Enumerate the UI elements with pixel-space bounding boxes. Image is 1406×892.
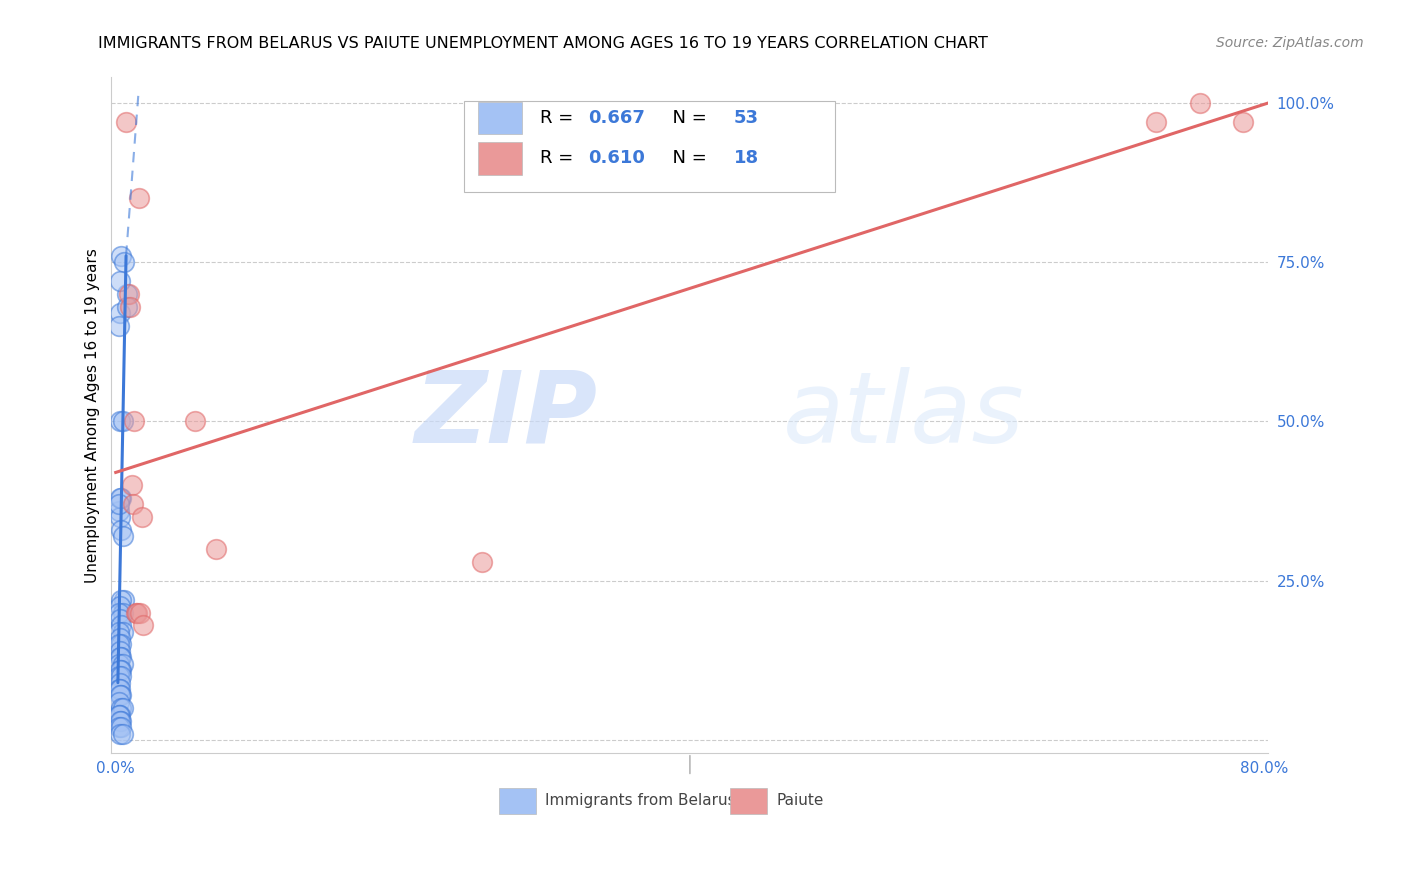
Point bbox=[108, 650, 131, 665]
Point bbox=[108, 306, 131, 320]
Point bbox=[108, 681, 131, 696]
Point bbox=[115, 287, 138, 301]
Text: N =: N = bbox=[661, 109, 713, 127]
Point bbox=[107, 669, 129, 683]
Point bbox=[108, 644, 131, 658]
Text: IMMIGRANTS FROM BELARUS VS PAIUTE UNEMPLOYMENT AMONG AGES 16 TO 19 YEARS CORRELA: IMMIGRANTS FROM BELARUS VS PAIUTE UNEMPL… bbox=[98, 36, 988, 51]
Point bbox=[122, 497, 145, 511]
Point bbox=[107, 606, 129, 620]
Text: Source: ZipAtlas.com: Source: ZipAtlas.com bbox=[1216, 36, 1364, 50]
Point bbox=[110, 592, 132, 607]
Point bbox=[108, 414, 131, 428]
Point bbox=[108, 726, 131, 740]
Point bbox=[108, 599, 131, 614]
Text: 0.667: 0.667 bbox=[588, 109, 645, 127]
Point bbox=[115, 300, 138, 314]
Point bbox=[1232, 115, 1254, 129]
Point bbox=[108, 274, 131, 288]
FancyBboxPatch shape bbox=[730, 788, 768, 814]
Point bbox=[111, 606, 134, 620]
Point bbox=[111, 726, 134, 740]
Text: 53: 53 bbox=[734, 109, 759, 127]
Point bbox=[107, 637, 129, 651]
Text: ZIP: ZIP bbox=[415, 367, 598, 464]
Point bbox=[1188, 95, 1211, 110]
Point bbox=[111, 701, 134, 715]
Point bbox=[111, 624, 134, 639]
Text: atlas: atlas bbox=[783, 367, 1024, 464]
FancyBboxPatch shape bbox=[478, 142, 522, 175]
Point bbox=[108, 675, 131, 690]
Point bbox=[110, 618, 132, 632]
Text: R =: R = bbox=[540, 109, 578, 127]
Point bbox=[108, 491, 131, 505]
FancyBboxPatch shape bbox=[499, 788, 536, 814]
Point bbox=[107, 720, 129, 734]
Point bbox=[127, 606, 149, 620]
Point bbox=[107, 318, 129, 333]
Point bbox=[107, 624, 129, 639]
Point bbox=[128, 192, 150, 206]
Point bbox=[117, 287, 139, 301]
Point bbox=[111, 529, 134, 543]
Point bbox=[183, 414, 205, 428]
Text: N =: N = bbox=[661, 150, 713, 168]
Point bbox=[125, 606, 148, 620]
Point bbox=[107, 707, 129, 722]
Point bbox=[112, 255, 135, 269]
Point bbox=[108, 707, 131, 722]
Point bbox=[471, 555, 494, 569]
Text: Immigrants from Belarus: Immigrants from Belarus bbox=[546, 792, 735, 807]
Point bbox=[110, 650, 132, 665]
Point bbox=[1146, 115, 1168, 129]
Point bbox=[110, 523, 132, 537]
Point bbox=[110, 689, 132, 703]
Point bbox=[110, 637, 132, 651]
Point bbox=[205, 541, 228, 556]
Point bbox=[110, 714, 132, 728]
Point bbox=[124, 414, 146, 428]
Point bbox=[108, 631, 131, 645]
Point bbox=[108, 689, 131, 703]
FancyBboxPatch shape bbox=[464, 101, 835, 193]
Text: Paiute: Paiute bbox=[776, 792, 824, 807]
Text: 18: 18 bbox=[734, 150, 759, 168]
Text: 0.610: 0.610 bbox=[588, 150, 645, 168]
Point bbox=[120, 300, 142, 314]
Point bbox=[110, 249, 132, 263]
Point bbox=[114, 115, 136, 129]
Y-axis label: Unemployment Among Ages 16 to 19 years: Unemployment Among Ages 16 to 19 years bbox=[86, 248, 100, 582]
Point bbox=[121, 478, 143, 492]
Point bbox=[112, 592, 135, 607]
Point bbox=[110, 663, 132, 677]
Point bbox=[110, 669, 132, 683]
Point bbox=[107, 695, 129, 709]
Point bbox=[107, 503, 129, 517]
Point bbox=[110, 701, 132, 715]
FancyBboxPatch shape bbox=[478, 102, 522, 134]
Point bbox=[107, 681, 129, 696]
Point bbox=[110, 491, 132, 505]
Point bbox=[107, 657, 129, 671]
Point bbox=[132, 618, 155, 632]
Point bbox=[111, 657, 134, 671]
Point bbox=[107, 497, 129, 511]
Point bbox=[108, 612, 131, 626]
Point bbox=[110, 720, 132, 734]
Point bbox=[129, 606, 152, 620]
Point bbox=[131, 510, 153, 524]
Point bbox=[111, 414, 134, 428]
Point bbox=[108, 714, 131, 728]
Point bbox=[108, 663, 131, 677]
Point bbox=[108, 510, 131, 524]
Text: R =: R = bbox=[540, 150, 578, 168]
